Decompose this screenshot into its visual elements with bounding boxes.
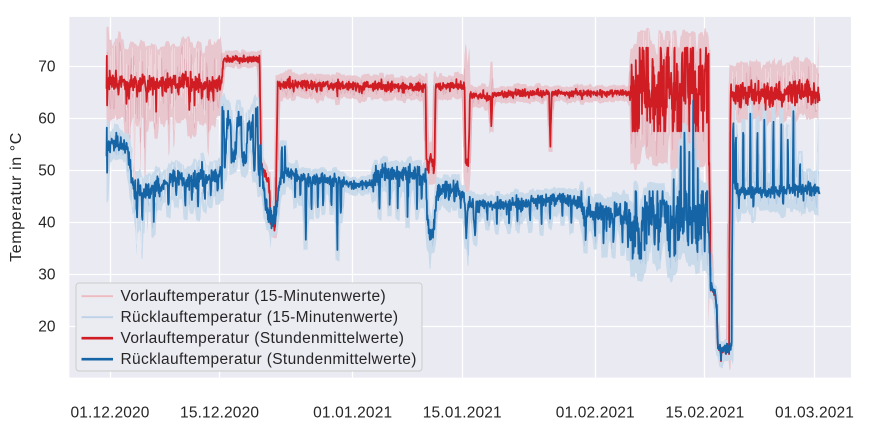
svg-text:60: 60 bbox=[38, 111, 56, 128]
svg-text:01.01.2021: 01.01.2021 bbox=[313, 405, 392, 422]
svg-text:15.01.2021: 15.01.2021 bbox=[423, 405, 502, 422]
svg-text:50: 50 bbox=[38, 163, 56, 180]
svg-text:30: 30 bbox=[38, 267, 56, 284]
svg-text:Temperatur in °C: Temperatur in °C bbox=[8, 132, 25, 262]
svg-text:15.02.2021: 15.02.2021 bbox=[665, 405, 744, 422]
svg-text:15.12.2020: 15.12.2020 bbox=[180, 405, 259, 422]
svg-text:Vorlauftemperatur (Stundenmitt: Vorlauftemperatur (Stundenmittelwerte) bbox=[121, 330, 405, 347]
svg-text:20: 20 bbox=[38, 319, 56, 336]
svg-text:01.02.2021: 01.02.2021 bbox=[556, 405, 635, 422]
svg-text:01.03.2021: 01.03.2021 bbox=[775, 405, 854, 422]
svg-text:01.12.2020: 01.12.2020 bbox=[70, 405, 149, 422]
svg-text:Rücklauftemperatur (Stundenmit: Rücklauftemperatur (Stundenmittelwerte) bbox=[121, 351, 417, 368]
svg-text:Vorlauftemperatur (15-Minutenw: Vorlauftemperatur (15-Minutenwerte) bbox=[121, 288, 387, 305]
svg-text:70: 70 bbox=[38, 59, 56, 76]
svg-text:40: 40 bbox=[38, 215, 56, 232]
svg-text:Rücklauftemperatur (15-Minuten: Rücklauftemperatur (15-Minutenwerte) bbox=[121, 309, 399, 326]
